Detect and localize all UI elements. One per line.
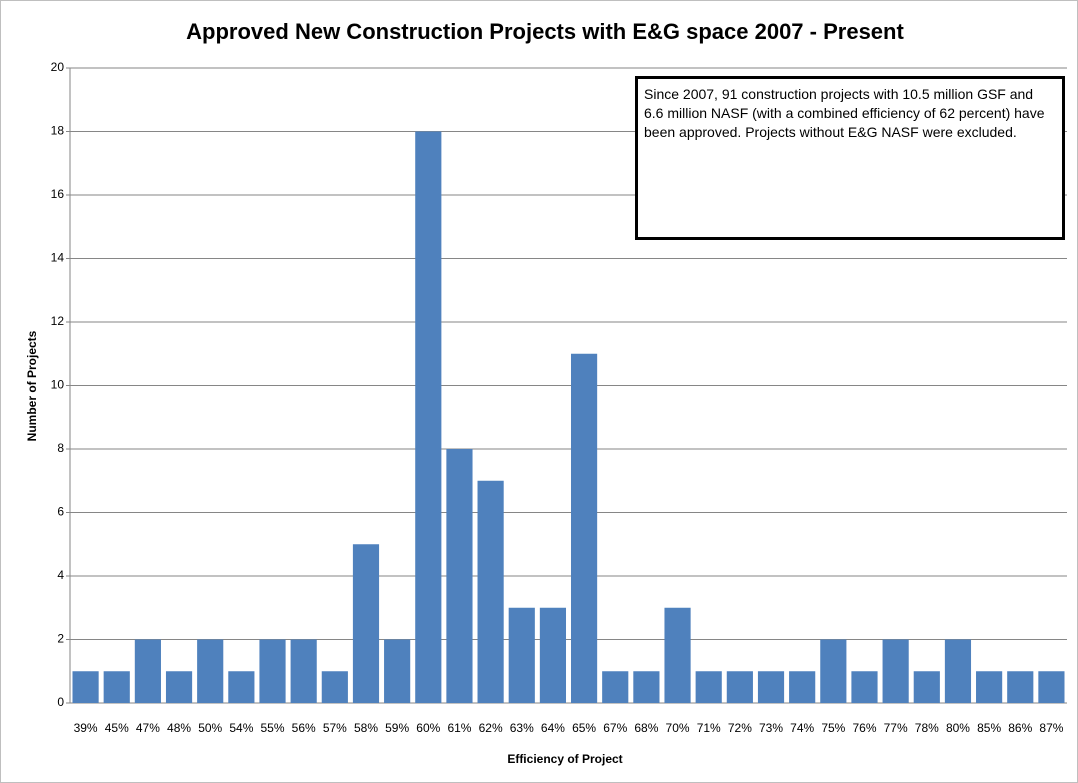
bar [165,671,193,703]
bar [1038,671,1065,703]
bar [539,607,567,703]
bar [913,671,940,703]
bar [477,480,504,703]
x-tick-label: 55% [261,721,285,735]
x-tick-label: 47% [136,721,160,735]
bar [757,671,785,703]
chart-title: Approved New Construction Projects with … [186,19,904,44]
x-tick-label: 61% [447,721,471,735]
x-tick-label: 71% [697,721,721,735]
x-tick-label: 54% [229,721,253,735]
y-tick-label: 20 [51,60,65,74]
x-tick-label: 80% [946,721,970,735]
bar [1007,671,1034,703]
x-tick-label: 77% [884,721,908,735]
bar [352,544,380,703]
bar [290,639,317,703]
x-tick-label: 56% [292,721,316,735]
bar [570,353,598,703]
bar [789,671,816,703]
x-tick-label: 85% [977,721,1001,735]
x-tick-label: 50% [198,721,222,735]
y-tick-label: 6 [57,505,64,519]
y-tick-label: 8 [57,441,64,455]
x-tick-label: 70% [666,721,690,735]
x-tick-label: 67% [603,721,627,735]
bar [197,639,224,703]
bar [508,607,535,703]
x-tick-label: 48% [167,721,191,735]
y-axis-label: Number of Projects [25,330,39,441]
bar [384,639,411,703]
y-tick-label: 2 [57,632,64,646]
x-tick-label: 59% [385,721,409,735]
bar [944,639,972,703]
bar [446,449,473,703]
bar [820,639,847,703]
bar [851,671,878,703]
y-tick-label: 10 [51,378,65,392]
annotation: Since 2007, 91 construction projects wit… [635,76,1065,240]
bar [664,607,691,703]
y-tick-label: 16 [51,187,65,201]
x-tick-label: 75% [821,721,845,735]
x-tick-label: 39% [74,721,98,735]
x-tick-label: 68% [634,721,658,735]
x-tick-label: 78% [915,721,939,735]
x-tick-label: 86% [1008,721,1032,735]
y-tick-label: 0 [57,695,64,709]
bar [72,671,99,703]
x-tick-label: 65% [572,721,596,735]
bar [134,639,161,703]
x-tick-label: 87% [1039,721,1063,735]
bar [633,671,660,703]
bar [695,671,722,703]
x-tick-label: 76% [852,721,876,735]
x-tick-label: 74% [790,721,814,735]
x-tick-label: 57% [323,721,347,735]
x-axis-label: Efficiency of Project [507,752,622,766]
bar [103,671,130,703]
bar [259,639,286,703]
bar [321,671,348,703]
x-tick-label: 62% [479,721,503,735]
bar [726,671,753,703]
bar [228,671,255,703]
y-tick-label: 14 [51,251,65,265]
y-tick-label: 18 [51,124,65,138]
x-tick-label: 72% [728,721,752,735]
bar [602,671,629,703]
x-tick-label: 63% [510,721,534,735]
x-tick-label: 58% [354,721,378,735]
bar [415,131,442,703]
bar [882,639,909,703]
bar [976,671,1003,703]
x-tick-label: 64% [541,721,565,735]
y-tick-label: 12 [51,314,65,328]
x-tick-label: 73% [759,721,783,735]
x-tick-label: 60% [416,721,440,735]
y-tick-label: 4 [57,568,64,582]
x-tick-label: 45% [105,721,129,735]
